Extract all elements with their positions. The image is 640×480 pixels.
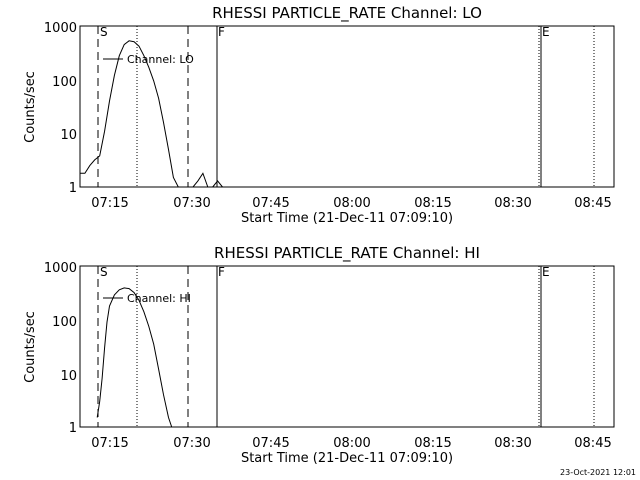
chart-hi-xtick-0745: 07:45	[252, 436, 289, 451]
chart-lo-f-label: F	[218, 25, 225, 39]
chart-lo-xtick-0815: 08:15	[414, 196, 451, 211]
chart-lo-title: RHESSI PARTICLE_RATE Channel: LO	[212, 4, 482, 23]
chart-hi-f-label: F	[218, 265, 225, 279]
chart-lo-xtick-0730: 07:30	[173, 196, 210, 211]
chart-hi-s-label: S	[100, 265, 108, 279]
chart-hi-frame	[79, 265, 615, 428]
chart-lo-ylabel: Counts/sec	[23, 71, 38, 143]
chart-lo-ytick-100: 100	[52, 75, 77, 90]
chart-hi-xtick-0845: 08:45	[574, 436, 611, 451]
chart-lo-s-label: S	[100, 25, 108, 39]
chart-hi-xtick-0830: 08:30	[494, 436, 531, 451]
chart-hi-ytick-1: 1	[69, 421, 77, 436]
chart-lo-ytick-1000: 1000	[44, 21, 77, 36]
chart-hi-ylabel: Counts/sec	[23, 311, 38, 383]
chart-hi-e-label: E	[542, 265, 550, 279]
chart-lo-xtick-0830: 08:30	[494, 196, 531, 211]
chart-hi-xtick-0730: 07:30	[173, 436, 210, 451]
chart-hi-ytick-1000: 1000	[44, 261, 77, 276]
chart-lo-xtick-0800: 08:00	[333, 196, 370, 211]
chart-hi-ytick-100: 100	[52, 315, 77, 330]
chart-lo: RHESSI PARTICLE_RATE Channel: LO Counts/…	[23, 4, 615, 226]
chart-hi-xlabel: Start Time (21-Dec-11 07:09:10)	[241, 451, 453, 466]
chart-lo-xlabel: Start Time (21-Dec-11 07:09:10)	[241, 211, 453, 226]
chart-lo-ytick-10: 10	[60, 128, 77, 143]
chart-hi-series-line	[96, 287, 173, 428]
chart-lo-e-label: E	[542, 25, 550, 39]
chart-lo-xtick-0715: 07:15	[91, 196, 128, 211]
chart-lo-xtick-0745: 07:45	[252, 196, 289, 211]
chart-hi-xtick-0715: 07:15	[91, 436, 128, 451]
chart-hi-xtick-0800: 08:00	[333, 436, 370, 451]
chart-hi-legend-label: Channel: HI	[127, 292, 191, 305]
chart-lo-xtick-0845: 08:45	[574, 196, 611, 211]
chart-hi-title: RHESSI PARTICLE_RATE Channel: HI	[214, 244, 480, 263]
chart-hi: RHESSI PARTICLE_RATE Channel: HI Counts/…	[23, 244, 615, 466]
chart-hi-xtick-0815: 08:15	[414, 436, 451, 451]
chart-lo-legend-label: Channel: LO	[127, 53, 194, 66]
chart-lo-series-line	[80, 40, 395, 188]
chart-hi-ytick-10: 10	[60, 369, 77, 384]
footer-timestamp: 23-Oct-2021 12:01	[560, 468, 636, 477]
chart-lo-ytick-1: 1	[69, 181, 77, 196]
